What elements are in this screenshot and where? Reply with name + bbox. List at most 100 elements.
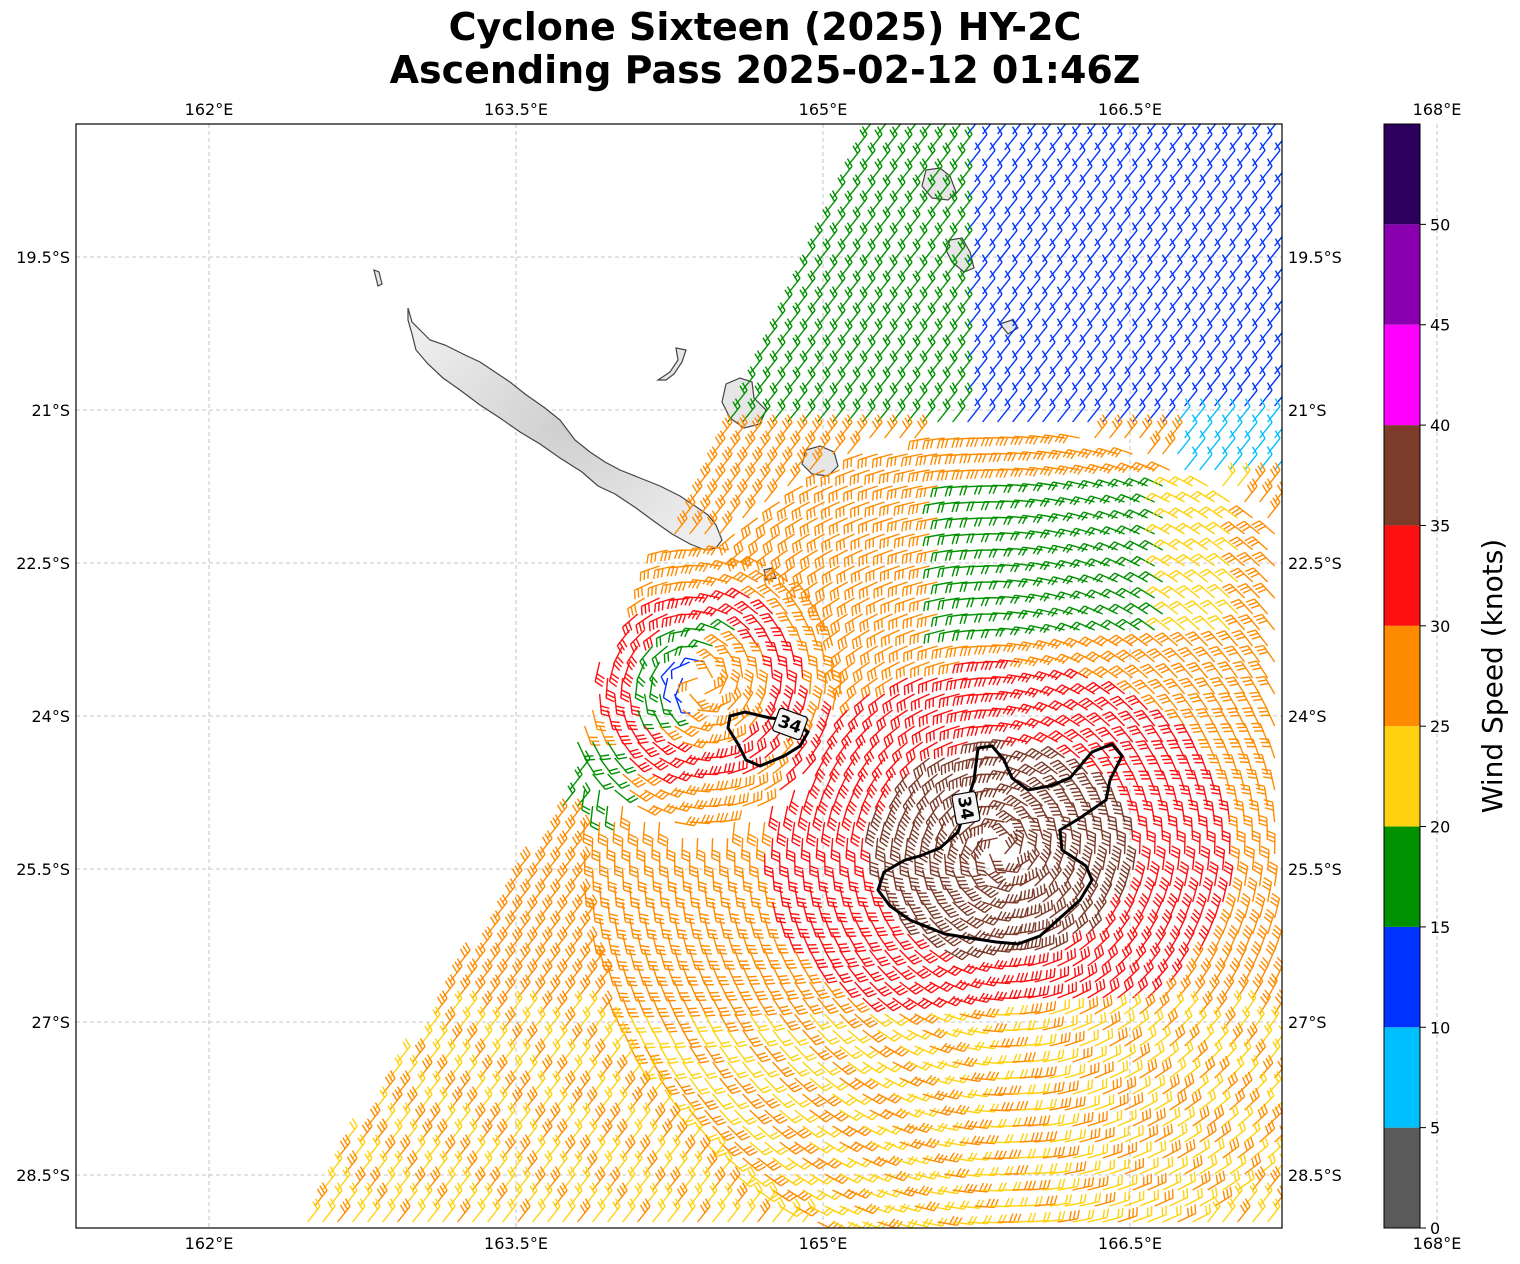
wind-barb (1259, 190, 1273, 215)
wind-barb (869, 414, 883, 439)
wind-barb (989, 254, 1003, 279)
wind-barb (794, 318, 808, 343)
wind-barb (1184, 350, 1198, 375)
wind-barb (884, 222, 898, 247)
lon-tick-label-bottom: 162°E (185, 1234, 234, 1253)
wind-barb (974, 254, 988, 279)
lon-tick-label-bottom: 166.5°E (1098, 1234, 1162, 1253)
wind-barb (1274, 382, 1282, 407)
wind-barb (764, 350, 778, 375)
wind-barb (779, 414, 793, 439)
colorbar-bin (1384, 625, 1420, 727)
colorbar-tick-label: 0 (1430, 1219, 1440, 1238)
wind-barb (776, 501, 795, 522)
wind-barb (1147, 430, 1161, 455)
wind-barb (1214, 222, 1228, 247)
wind-barb (1039, 465, 1065, 477)
wind-barb (936, 469, 960, 481)
wind-barb (989, 190, 1003, 215)
wind-barb (779, 350, 793, 375)
wind-barb (839, 158, 853, 183)
wind-barb (878, 501, 900, 517)
wind-barb (1034, 382, 1048, 407)
wind-barb (1079, 158, 1093, 183)
wind-barb (899, 158, 913, 183)
wind-barb (1169, 190, 1183, 215)
wind-barb (1094, 158, 1108, 183)
wind-barb (857, 453, 878, 469)
wind-barb (989, 126, 1003, 151)
wind-barb (974, 126, 988, 151)
wind-barb (1139, 414, 1153, 439)
wind-barb (1274, 446, 1282, 471)
colorbar-bin (1384, 425, 1420, 526)
wind-barb (1064, 222, 1078, 247)
wind-barb (974, 222, 988, 247)
wind-barb (914, 158, 928, 183)
wind-barb (1229, 350, 1243, 375)
wind-barb (734, 414, 748, 439)
wind-barb (1129, 493, 1155, 503)
colorbar-label: Wind Speed (knots) (1476, 539, 1509, 813)
wind-barb (1184, 382, 1198, 407)
wind-barb (1079, 318, 1093, 343)
lon-tick-label-top: 166.5°E (1098, 100, 1162, 119)
wind-barb (1034, 318, 1048, 343)
wind-barb (1154, 382, 1168, 407)
wind-barb (995, 500, 1020, 510)
wind-barb (974, 350, 988, 375)
lat-tick-label-right: 28.5°S (1288, 1166, 1342, 1185)
lat-tick-label-left: 19.5°S (16, 248, 70, 267)
new-caledonia-landmass (407, 307, 723, 551)
wind-barb (1003, 451, 1028, 462)
lat-tick-label-left: 21°S (31, 401, 70, 420)
wind-barb (1154, 414, 1168, 439)
wind-barb (1064, 254, 1078, 279)
wind-barb (824, 318, 838, 343)
wind-barb (1004, 190, 1018, 215)
lat-tick-label-left: 24°S (31, 707, 70, 726)
wind-barb (869, 158, 883, 183)
wind-barb (1274, 190, 1282, 215)
wind-barb (1049, 286, 1063, 311)
wind-barb (1274, 126, 1282, 151)
wind-barb (734, 446, 748, 471)
wind-barb (907, 437, 930, 451)
wind-barb (854, 286, 868, 311)
wind-barb (871, 453, 893, 469)
wind-barb (820, 501, 840, 520)
wind-barb (1214, 446, 1228, 471)
wind-barb (1109, 286, 1123, 311)
colorbar-bin (1384, 1027, 1420, 1128)
wind-barb (1259, 222, 1273, 247)
wind-barb (1199, 318, 1213, 343)
wind-barb (1107, 478, 1133, 488)
wind-barb (959, 190, 973, 215)
wind-barb (1169, 126, 1183, 151)
wind-barb (1019, 350, 1033, 375)
wind-barb (1169, 382, 1183, 407)
wind-barb (854, 318, 868, 343)
wind-barb (794, 414, 808, 439)
wind-barb (1019, 222, 1033, 247)
wind-barb (824, 254, 838, 279)
wind-barb (974, 318, 988, 343)
wind-barb (1244, 318, 1258, 343)
colorbar-tick-label: 5 (1430, 1119, 1440, 1138)
wind-barb (1229, 286, 1243, 311)
wind-barb (1169, 254, 1183, 279)
wind-barb (944, 254, 958, 279)
colorbar (1383, 123, 1421, 1229)
wind-barb (1124, 350, 1138, 375)
wind-barb (839, 190, 853, 215)
wind-barb (869, 126, 883, 151)
wind-barb (1139, 190, 1153, 215)
wind-barb (1199, 446, 1213, 471)
wind-barb (899, 350, 913, 375)
wind-barb (884, 190, 898, 215)
colorbar-bin (1384, 926, 1420, 1028)
wind-barb (1094, 126, 1108, 151)
wind-barb (929, 318, 943, 343)
wind-barb (1054, 433, 1080, 444)
wind-barb (1042, 398, 1056, 423)
